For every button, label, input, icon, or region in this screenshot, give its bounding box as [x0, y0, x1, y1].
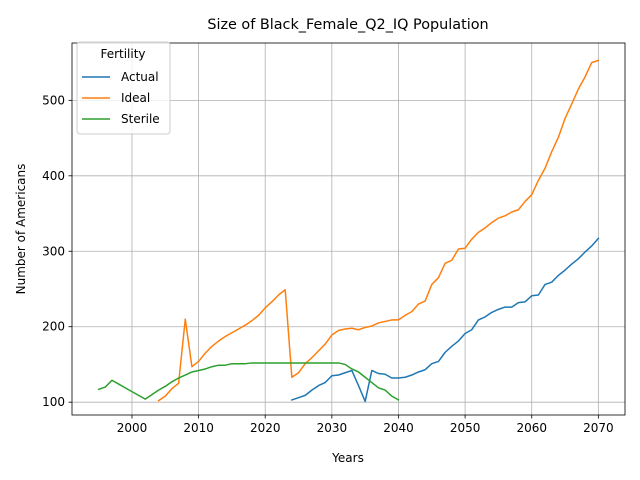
legend-box	[76, 41, 171, 135]
x-axis-label: Years	[331, 451, 364, 465]
y-tick-label: 100	[42, 395, 65, 409]
axes-frame	[71, 42, 626, 416]
grid	[72, 43, 625, 415]
legend: Fertility Actual Ideal Sterile	[76, 41, 171, 135]
y-axis-label: Number of Americans	[14, 164, 28, 295]
legend-entry-sterile: Sterile	[82, 112, 160, 126]
series-line-sterile	[97, 362, 400, 401]
legend-label: Sterile	[121, 112, 160, 126]
legend-entry-ideal: Ideal	[82, 91, 150, 105]
series-lines	[97, 59, 600, 403]
x-tick-label: 2010	[183, 421, 214, 435]
x-axis-ticks: 2000 2010 2020 2030 2040 2050 2060 2070	[117, 415, 614, 435]
plot-frame	[71, 42, 626, 416]
legend-entry-actual: Actual	[82, 70, 159, 84]
legend-title: Fertility	[100, 47, 145, 61]
chart-title: Size of Black_Female_Q2_IQ Population	[207, 17, 488, 33]
y-tick-label: 500	[42, 93, 65, 107]
legend-entries: Actual Ideal Sterile	[82, 70, 160, 126]
legend-label: Actual	[121, 70, 159, 84]
x-tick-label: 2040	[383, 421, 414, 435]
x-tick-label: 2020	[250, 421, 281, 435]
series-line-actual	[290, 237, 600, 403]
y-tick-label: 200	[42, 320, 65, 334]
y-axis-ticks: 100 200 300 400 500	[42, 93, 72, 409]
x-tick-label: 2030	[317, 421, 348, 435]
series-line-ideal	[157, 59, 600, 402]
y-tick-label: 400	[42, 169, 65, 183]
y-tick-label: 300	[42, 244, 65, 258]
x-tick-label: 2070	[583, 421, 614, 435]
x-tick-label: 2000	[117, 421, 148, 435]
x-tick-label: 2060	[516, 421, 547, 435]
legend-label: Ideal	[121, 91, 150, 105]
x-tick-label: 2050	[450, 421, 481, 435]
